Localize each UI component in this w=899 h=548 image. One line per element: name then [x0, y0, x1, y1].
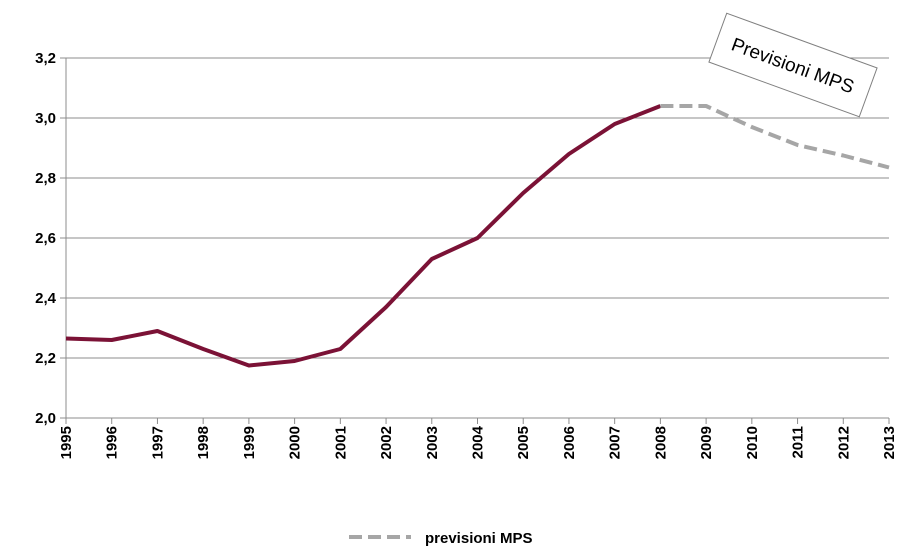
x-tick-label: 2001 — [332, 426, 349, 459]
x-tick-label: 2010 — [744, 426, 761, 459]
x-tick-label: 1999 — [241, 426, 258, 459]
x-tick-label: 2008 — [652, 426, 669, 459]
y-axis-tick-labels: 2,0 2,2 2,4 2,6 2,8 3,0 3,2 — [35, 50, 57, 427]
series-lines — [65, 104, 890, 368]
annotation-box: Previsioni MPS — [708, 12, 878, 118]
x-tick-label: 2002 — [378, 426, 395, 459]
y-tick-label: 3,2 — [35, 50, 56, 67]
x-tick-label: 2012 — [835, 426, 852, 459]
legend: previsioni MPS — [349, 530, 533, 547]
x-axis-tick-labels: 1995 1996 1997 1998 1999 2000 2001 2002 2003 2004… — [58, 425, 898, 459]
y-tick-label: 2,0 — [35, 410, 56, 427]
y-tick-label: 3,0 — [35, 110, 56, 127]
x-tick-label: 2003 — [424, 426, 441, 459]
y-tick-label: 2,2 — [35, 350, 56, 367]
series-line-0 — [65, 104, 662, 368]
x-tick-label: 2009 — [698, 426, 715, 459]
x-tick-label: 2000 — [287, 426, 304, 459]
x-tick-label: 2005 — [515, 426, 532, 459]
y-tick-label: 2,8 — [35, 170, 56, 187]
axes — [65, 58, 890, 424]
x-tick-label: 2004 — [470, 425, 487, 459]
x-tick-label: 2011 — [790, 426, 807, 459]
y-tick-label: 2,6 — [35, 230, 56, 247]
x-tick-label: 2007 — [607, 426, 624, 459]
x-tick-label: 2006 — [561, 426, 578, 459]
x-tick-label: 1995 — [58, 426, 75, 459]
x-tick-label: 2013 — [881, 426, 898, 459]
x-tick-label: 1996 — [104, 426, 121, 459]
y-tick-label: 2,4 — [35, 290, 57, 307]
series-line-1 — [660, 104, 890, 170]
annotation-frame — [708, 12, 878, 118]
x-tick-label: 1998 — [195, 426, 212, 459]
legend-label-previsioni-mps: previsioni MPS — [425, 530, 533, 547]
x-tick-label: 1997 — [149, 426, 166, 459]
